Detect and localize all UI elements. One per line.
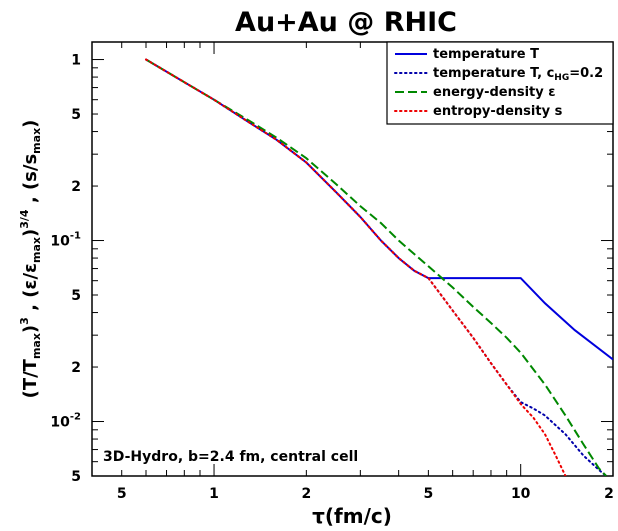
legend-entry: temperature T, cHG=0.2 (433, 66, 603, 83)
y-tick-label: 1 (71, 53, 81, 69)
chart-annotation: 3D-Hydro, b=2.4 fm, central cell (103, 449, 358, 465)
y-axis-label-group: (T/Tmax)3 , (ε/εmax)3/4 , (s/smax) (18, 120, 43, 399)
x-tick-label: 5 (117, 486, 127, 502)
y-tick-labels: 1 5 2 10-1 5 2 10-2 5 (50, 53, 81, 485)
legend-entry: entropy-density s (433, 104, 563, 119)
legend-entry: temperature T (433, 47, 539, 62)
y-tick-label: 2 (71, 360, 81, 376)
y-tick-label: 10-2 (50, 412, 81, 431)
y-tick-label: 5 (71, 288, 81, 304)
plot-frame (91, 41, 614, 477)
series-line-3 (145, 58, 607, 476)
series-line-4 (145, 58, 567, 476)
legend-entry: energy-density ε (433, 85, 556, 100)
y-tick-label: 2 (71, 179, 81, 195)
x-tick-labels: 5 1 2 5 10 2 (117, 486, 614, 502)
x-tick-label: 2 (301, 486, 311, 502)
x-tick-label: 1 (209, 486, 219, 502)
x-tick-label: 5 (423, 486, 433, 502)
y-tick-label: 10-1 (50, 231, 81, 250)
series-lines (145, 58, 613, 476)
x-tick-label: 2 (604, 486, 614, 502)
plot-area (91, 41, 614, 477)
x-tick-label: 10 (511, 486, 531, 502)
chart-title: Au+Au @ RHIC (235, 7, 457, 38)
y-tick-label: 5 (71, 469, 81, 485)
legend: temperature T temperature T, cHG=0.2 energ… (386, 41, 614, 125)
y-axis-label: (T/Tmax)3 , (ε/εmax)3/4 , (s/smax) (18, 120, 43, 399)
x-axis-label: τ(fm/c) (312, 504, 392, 528)
y-tick-label: 5 (71, 107, 81, 123)
